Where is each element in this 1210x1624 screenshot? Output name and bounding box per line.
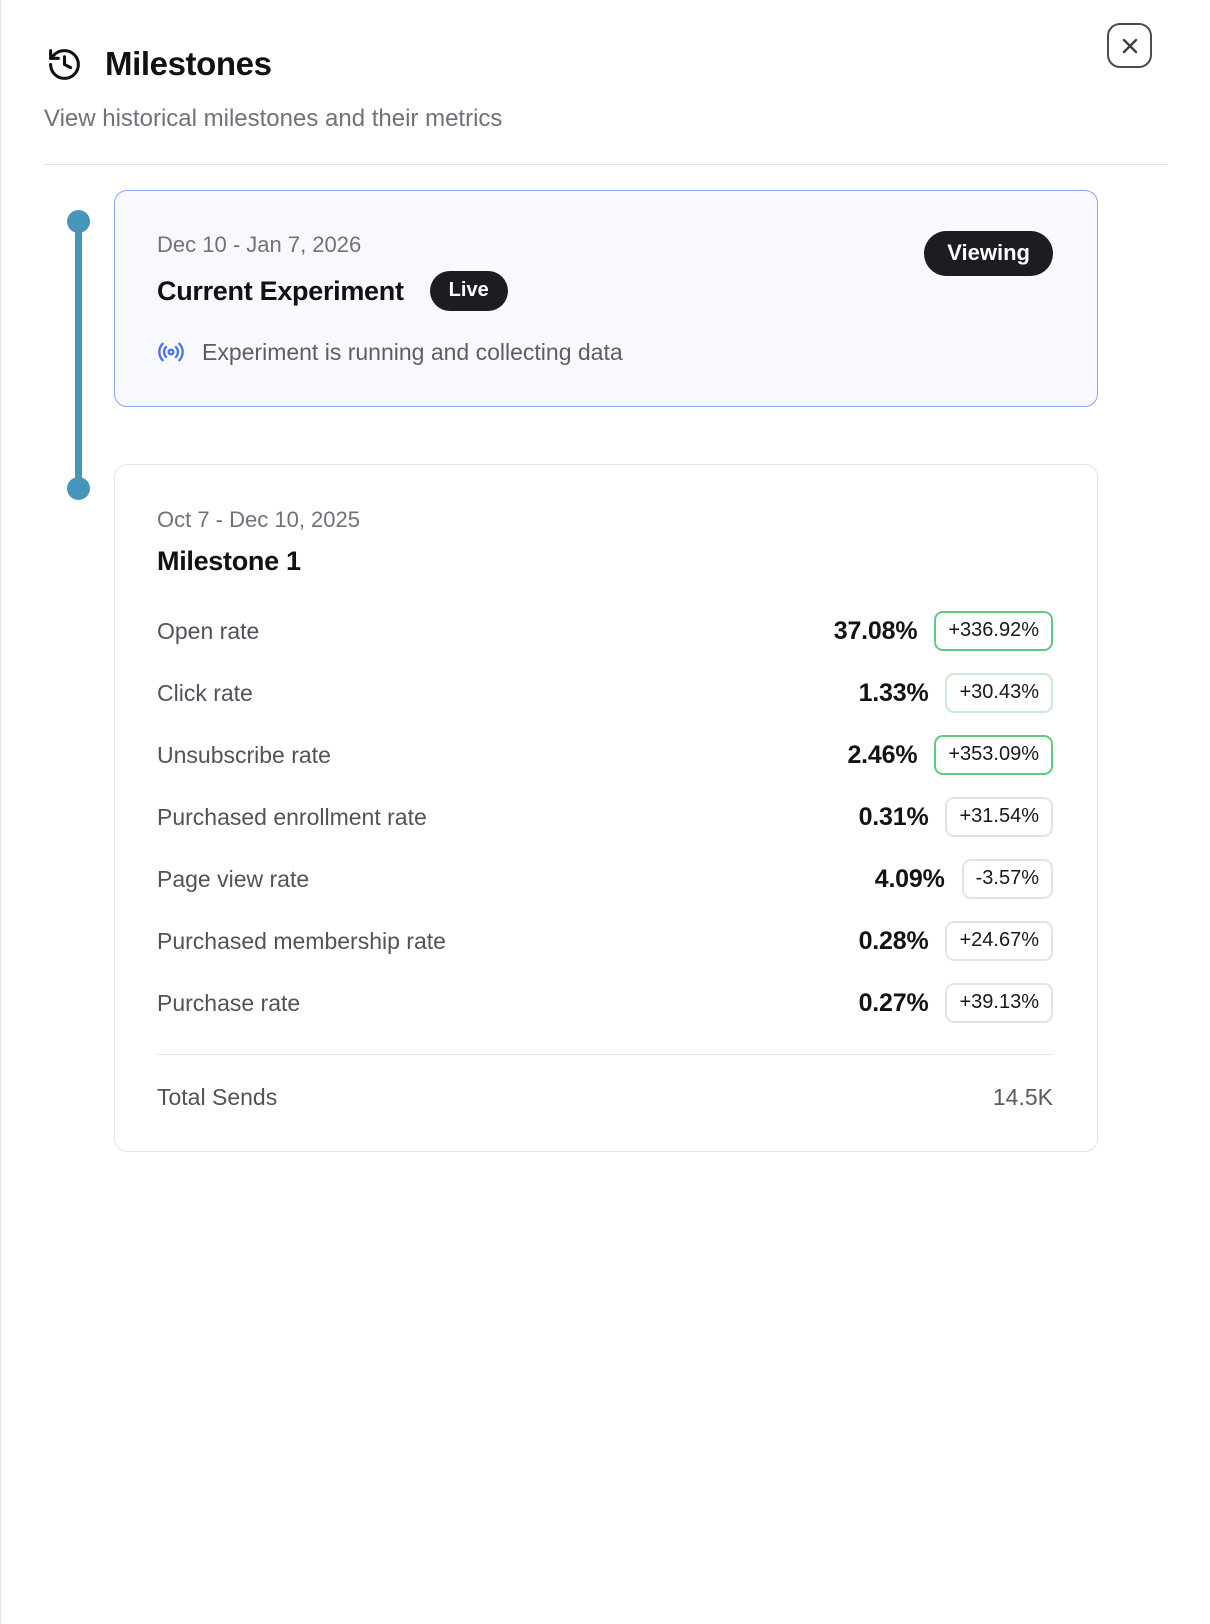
milestones-timeline: Viewing Dec 10 - Jan 7, 2026 Current Exp…	[1, 190, 1210, 1152]
card-title-row: Current Experiment Live	[157, 271, 1053, 311]
total-sends-label: Total Sends	[157, 1084, 278, 1110]
metric-row-click-rate: Click rate 1.33% +30.43%	[157, 673, 1053, 713]
modal-header: Milestones	[1, 0, 1210, 83]
metric-label: Page view rate	[157, 865, 310, 892]
total-sends-row: Total Sends 14.5K	[157, 1084, 1053, 1111]
metric-row-open-rate: Open rate 37.08% +336.92%	[157, 611, 1053, 651]
metric-row-unsubscribe-rate: Unsubscribe rate 2.46% +353.09%	[157, 735, 1053, 775]
metric-row-purchased-membership-rate: Purchased membership rate 0.28% +24.67%	[157, 921, 1053, 961]
metric-label: Unsubscribe rate	[157, 741, 331, 768]
metric-value: 4.09%	[874, 864, 945, 893]
card-title: Current Experiment	[157, 275, 404, 306]
metric-delta-badge: -3.57%	[961, 859, 1053, 899]
live-badge: Live	[429, 271, 508, 311]
date-range: Dec 10 - Jan 7, 2026	[157, 232, 362, 257]
milestone-1-card[interactable]: Oct 7 - Dec 10, 2025 Milestone 1 Open ra…	[114, 464, 1098, 1152]
metric-value: 0.27%	[858, 988, 929, 1017]
metric-delta-badge: +24.67%	[945, 921, 1053, 961]
metric-label: Purchased membership rate	[157, 927, 446, 954]
current-experiment-card[interactable]: Viewing Dec 10 - Jan 7, 2026 Current Exp…	[114, 190, 1098, 407]
total-sends-value: 14.5K	[992, 1084, 1053, 1110]
metric-delta-badge: +39.13%	[945, 983, 1053, 1023]
metric-value: 37.08%	[833, 616, 918, 645]
metric-value: 0.28%	[858, 926, 929, 955]
metric-label: Click rate	[157, 679, 253, 706]
metric-value: 1.33%	[858, 678, 929, 707]
timeline-dot-milestone-1	[67, 477, 90, 500]
total-divider	[157, 1054, 1053, 1055]
viewing-badge: Viewing	[924, 231, 1053, 276]
timeline-rail	[75, 221, 82, 488]
metric-label: Open rate	[157, 617, 260, 644]
metric-value: 2.46%	[847, 740, 918, 769]
card-title: Milestone 1	[157, 546, 301, 576]
history-icon	[46, 46, 83, 83]
card-title-row: Milestone 1	[157, 546, 1053, 577]
metric-delta-badge: +31.54%	[945, 797, 1053, 837]
metrics-list: Open rate 37.08% +336.92% Click rate 1.3…	[157, 611, 1053, 1023]
experiment-status-text: Experiment is running and collecting dat…	[202, 338, 623, 365]
close-icon	[1122, 38, 1137, 53]
title-group: Milestones	[46, 44, 272, 83]
radio-icon	[157, 338, 185, 366]
metric-label: Purchase rate	[157, 989, 301, 1016]
experiment-status-row: Experiment is running and collecting dat…	[157, 338, 1053, 366]
page-subtitle: View historical milestones and their met…	[44, 105, 503, 132]
metric-row-page-view-rate: Page view rate 4.09% -3.57%	[157, 859, 1053, 899]
metric-row-purchase-rate: Purchase rate 0.27% +39.13%	[157, 983, 1053, 1023]
timeline-dot-current	[67, 210, 90, 233]
metric-label: Purchased enrollment rate	[157, 803, 427, 830]
close-button[interactable]	[1107, 23, 1152, 68]
metric-delta-badge: +353.09%	[934, 735, 1053, 775]
header-divider	[43, 164, 1168, 165]
metric-row-purchased-enrollment-rate: Purchased enrollment rate 0.31% +31.54%	[157, 797, 1053, 837]
date-range: Oct 7 - Dec 10, 2025	[157, 507, 360, 532]
metric-delta-badge: +336.92%	[934, 611, 1053, 651]
page-title: Milestones	[105, 44, 272, 82]
metric-value: 0.31%	[858, 802, 929, 831]
metric-delta-badge: +30.43%	[945, 673, 1053, 713]
